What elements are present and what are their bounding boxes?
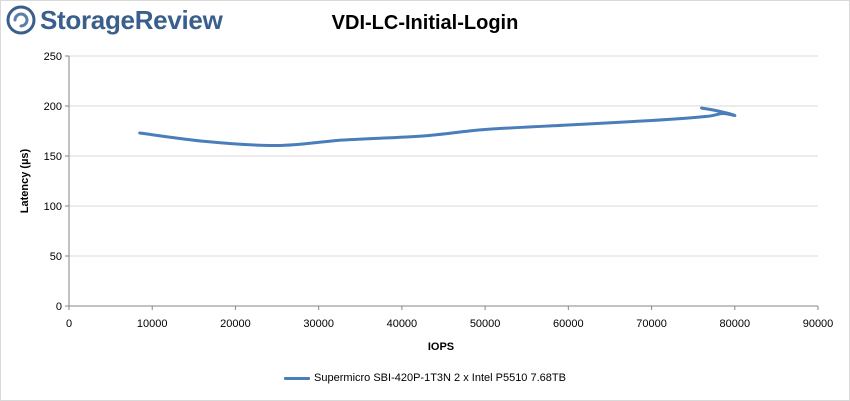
y-tick-labels: 0 50 100 150 200 250 <box>44 51 69 313</box>
y-tick-label: 150 <box>44 151 62 163</box>
y-tick-label: 200 <box>44 101 62 113</box>
legend-label: Supermicro SBI-420P-1T3N 2 x Intel P5510… <box>314 372 566 384</box>
brand-name: StorageReview <box>40 4 223 35</box>
x-tick-label: 20000 <box>220 318 251 330</box>
series-line-0 <box>138 106 737 148</box>
x-tick-labels: 0 10000 20000 30000 40000 50000 60000 70000 8000… <box>66 306 833 330</box>
brand-logo: StorageReview <box>6 3 223 37</box>
gridlines <box>69 55 818 257</box>
y-tick-label: 50 <box>50 251 62 263</box>
x-tick-label: 60000 <box>553 318 584 330</box>
x-tick-label: 80000 <box>719 318 750 330</box>
series-group <box>138 106 737 148</box>
chart-title: VDI-LC-Initial-Login <box>331 12 519 34</box>
legend-swatch <box>284 376 311 380</box>
x-axis-label: IOPS <box>428 341 454 353</box>
x-tick-label: 0 <box>66 318 72 330</box>
x-tick-label: 90000 <box>803 318 834 330</box>
x-tick-label: 30000 <box>303 318 334 330</box>
storagereview-logo-icon <box>6 5 36 35</box>
y-axis-label: Latency (µs) <box>19 148 31 213</box>
y-tick-label: 100 <box>44 201 62 213</box>
legend: Supermicro SBI-420P-1T3N 2 x Intel P5510… <box>0 372 850 384</box>
x-tick-label: 70000 <box>636 318 667 330</box>
x-tick-label: 50000 <box>470 318 501 330</box>
x-tick-label: 40000 <box>387 318 418 330</box>
y-tick-label: 250 <box>44 51 62 63</box>
x-tick-label: 10000 <box>137 318 168 330</box>
axes <box>68 56 818 307</box>
y-tick-label: 0 <box>56 301 62 313</box>
